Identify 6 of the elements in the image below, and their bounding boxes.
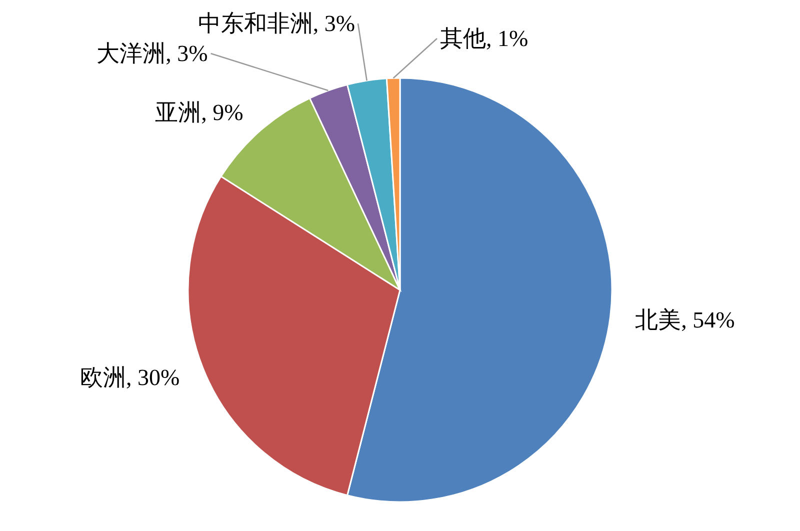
slice-label: 北美, 54%	[635, 308, 735, 333]
slice-label: 亚洲, 9%	[155, 100, 244, 126]
slice-label: 欧洲, 30%	[80, 365, 180, 390]
slice-label: 中东和非洲, 3%	[198, 11, 355, 36]
slice-label: 大洋洲, 3%	[96, 41, 208, 66]
slice-label: 其他, 1%	[440, 26, 528, 51]
